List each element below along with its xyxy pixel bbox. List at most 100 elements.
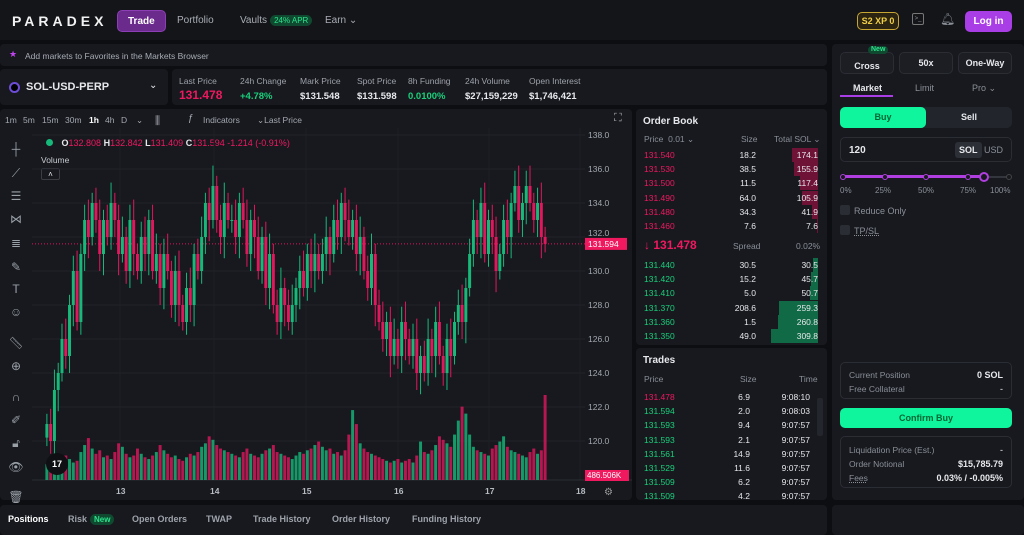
tab-twap[interactable]: TWAP — [206, 514, 232, 524]
mid-price: ↓ 131.478 — [644, 238, 697, 252]
nav-vaults[interactable]: Vaults 24% APR — [230, 10, 322, 32]
asks-row[interactable]: 131.540 18.2 174.1 — [644, 148, 818, 162]
tpsl-checkbox[interactable] — [840, 225, 850, 235]
horizontal-lines-icon[interactable]: ☰ — [10, 189, 22, 203]
tab-positions[interactable]: Positions — [8, 514, 49, 524]
candle — [524, 186, 528, 203]
unit-sol[interactable]: SOL — [955, 142, 982, 158]
tab-order-history[interactable]: Order History — [332, 514, 390, 524]
trade-price: 131.594 — [644, 406, 675, 417]
trash-icon[interactable]: 🗑︎ — [8, 490, 24, 504]
buy-button[interactable]: Buy — [840, 107, 926, 128]
timeframe-D[interactable]: D — [121, 115, 128, 125]
text-icon[interactable]: T — [12, 282, 20, 296]
bids-row[interactable]: 131.420 15.2 45.7 — [644, 272, 818, 287]
amount-slider[interactable] — [840, 172, 1012, 182]
asks-row[interactable]: 131.480 34.3 41.9 — [644, 204, 818, 219]
price-source-button[interactable]: ⌄Last Price — [257, 115, 302, 125]
asks-row[interactable]: 131.460 7.6 7.6 — [644, 219, 818, 233]
volume-bar — [154, 452, 158, 480]
timeframe-4h[interactable]: 4h — [105, 115, 115, 125]
lock-icon[interactable]: 🔓︎ — [12, 436, 20, 450]
bell-icon[interactable]: 🔔︎ — [940, 12, 956, 26]
magnet-icon[interactable]: ∩ — [11, 390, 21, 404]
pattern-icon[interactable]: ⋈ — [10, 212, 22, 226]
bids-row[interactable]: 131.370 208.6 259.3 — [644, 300, 818, 315]
ruler-icon[interactable]: 📏︎ — [8, 336, 24, 350]
indicators-icon[interactable]: ƒ — [188, 113, 194, 124]
asks-row[interactable]: 131.490 64.0 105.9 — [644, 190, 818, 205]
tab-open-orders[interactable]: Open Orders — [132, 514, 187, 524]
market-selector[interactable]: SOL-USD-PERP ⌄ — [0, 69, 168, 105]
tab-trade-history[interactable]: Trade History — [253, 514, 311, 524]
volume-bar — [102, 457, 105, 480]
lock-drawing-icon[interactable]: ✐ — [10, 413, 22, 427]
timeframe-more-icon[interactable]: ⌄ — [136, 115, 144, 125]
timeframe-15m[interactable]: 15m — [42, 115, 59, 125]
bids-row[interactable]: 131.350 49.0 309.8 — [644, 329, 818, 343]
indicators-button[interactable]: Indicators — [203, 115, 240, 125]
trend-line-icon[interactable]: ⟋ — [11, 166, 21, 180]
total-select[interactable]: Total SOL ⌄ — [774, 134, 821, 144]
timeframe-5m[interactable]: 5m — [23, 115, 35, 125]
candle — [328, 237, 332, 254]
slider-handle[interactable] — [979, 172, 990, 182]
x-tick-label: 17 — [485, 486, 495, 496]
brush-icon[interactable]: ✎ — [10, 260, 22, 274]
tab-pro[interactable]: Pro ⌄ — [972, 83, 997, 93]
trades-scrollbar[interactable] — [817, 398, 823, 436]
tab-risk[interactable]: Risk New — [68, 514, 115, 525]
terminal-icon[interactable]: >_ — [912, 13, 924, 25]
position-mode-button[interactable]: One-Way — [958, 52, 1012, 74]
depth-bar — [810, 286, 818, 301]
nav-trade[interactable]: Trade — [117, 10, 166, 32]
leverage-button[interactable]: 50x — [899, 52, 953, 74]
asks-row[interactable]: 131.500 11.5 117.4 — [644, 176, 818, 191]
slider-mark-label[interactable]: 100% — [990, 186, 1011, 195]
slider-mark-label[interactable]: 25% — [875, 186, 892, 195]
amount-input[interactable]: 120 SOL USD — [840, 137, 1012, 162]
trade-size: 2.0 — [738, 406, 750, 417]
slider-mark-label[interactable]: 50% — [918, 186, 935, 195]
logo[interactable]: PARADEX — [12, 13, 108, 29]
y-tick-label: 128.0 — [588, 300, 610, 310]
confirm-buy-button[interactable]: Confirm Buy — [840, 408, 1012, 428]
slider-mark-label[interactable]: 75% — [960, 186, 977, 195]
tick-size-select[interactable]: 0.01 ⌄ — [668, 134, 695, 144]
volume-bar — [313, 445, 317, 480]
sell-button[interactable]: Sell — [960, 112, 977, 122]
fib-icon[interactable]: ≣ — [10, 236, 22, 250]
bids-row[interactable]: 131.440 30.5 30.5 — [644, 258, 818, 272]
candle-type-icon[interactable]: ⫼ — [155, 115, 161, 127]
bids-row[interactable]: 131.410 5.0 50.7 — [644, 286, 818, 301]
tab-market[interactable]: Market — [853, 83, 883, 93]
reduce-only-checkbox[interactable] — [840, 205, 850, 215]
emoji-icon[interactable]: ☺ — [9, 305, 23, 319]
margin-mode-button[interactable]: Cross — [840, 52, 894, 74]
candle — [283, 288, 287, 305]
eye-icon[interactable]: 👁︎ — [8, 460, 24, 474]
slider-mark-label[interactable]: 0% — [840, 186, 852, 195]
tab-limit[interactable]: Limit — [915, 83, 935, 93]
xp-badge[interactable]: S2 XP 0 — [857, 12, 899, 30]
zoom-in-icon[interactable]: ⊕ — [10, 359, 22, 373]
timeframe-30m[interactable]: 30m — [65, 115, 82, 125]
tab-funding-history[interactable]: Funding History — [412, 514, 481, 524]
asks-row[interactable]: 131.530 38.5 155.9 — [644, 162, 818, 177]
candle — [207, 203, 211, 220]
fees-label[interactable]: Fees — [849, 473, 868, 483]
price-chart[interactable]: 120.0 122.0 124.0 126.0 128.0 130.0 132.0 134.0… — [32, 128, 632, 500]
volume-bar — [422, 452, 426, 480]
nav-earn[interactable]: Earn ⌄ — [315, 10, 367, 32]
crosshair-icon[interactable]: ┼ — [11, 142, 21, 156]
login-button[interactable]: Log in — [965, 11, 1012, 32]
timeframe-1h[interactable]: 1h — [89, 115, 99, 125]
fullscreen-icon[interactable]: ⛶ — [614, 112, 622, 124]
unit-usd[interactable]: USD — [984, 145, 1004, 155]
timeframe-1m[interactable]: 1m — [5, 115, 17, 125]
nav-portfolio[interactable]: Portfolio — [177, 15, 214, 26]
trade-price: 131.509 — [644, 477, 675, 488]
depth-bar — [811, 204, 818, 219]
volume-bar — [132, 455, 136, 480]
bids-row[interactable]: 131.360 1.5 260.8 — [644, 314, 818, 329]
